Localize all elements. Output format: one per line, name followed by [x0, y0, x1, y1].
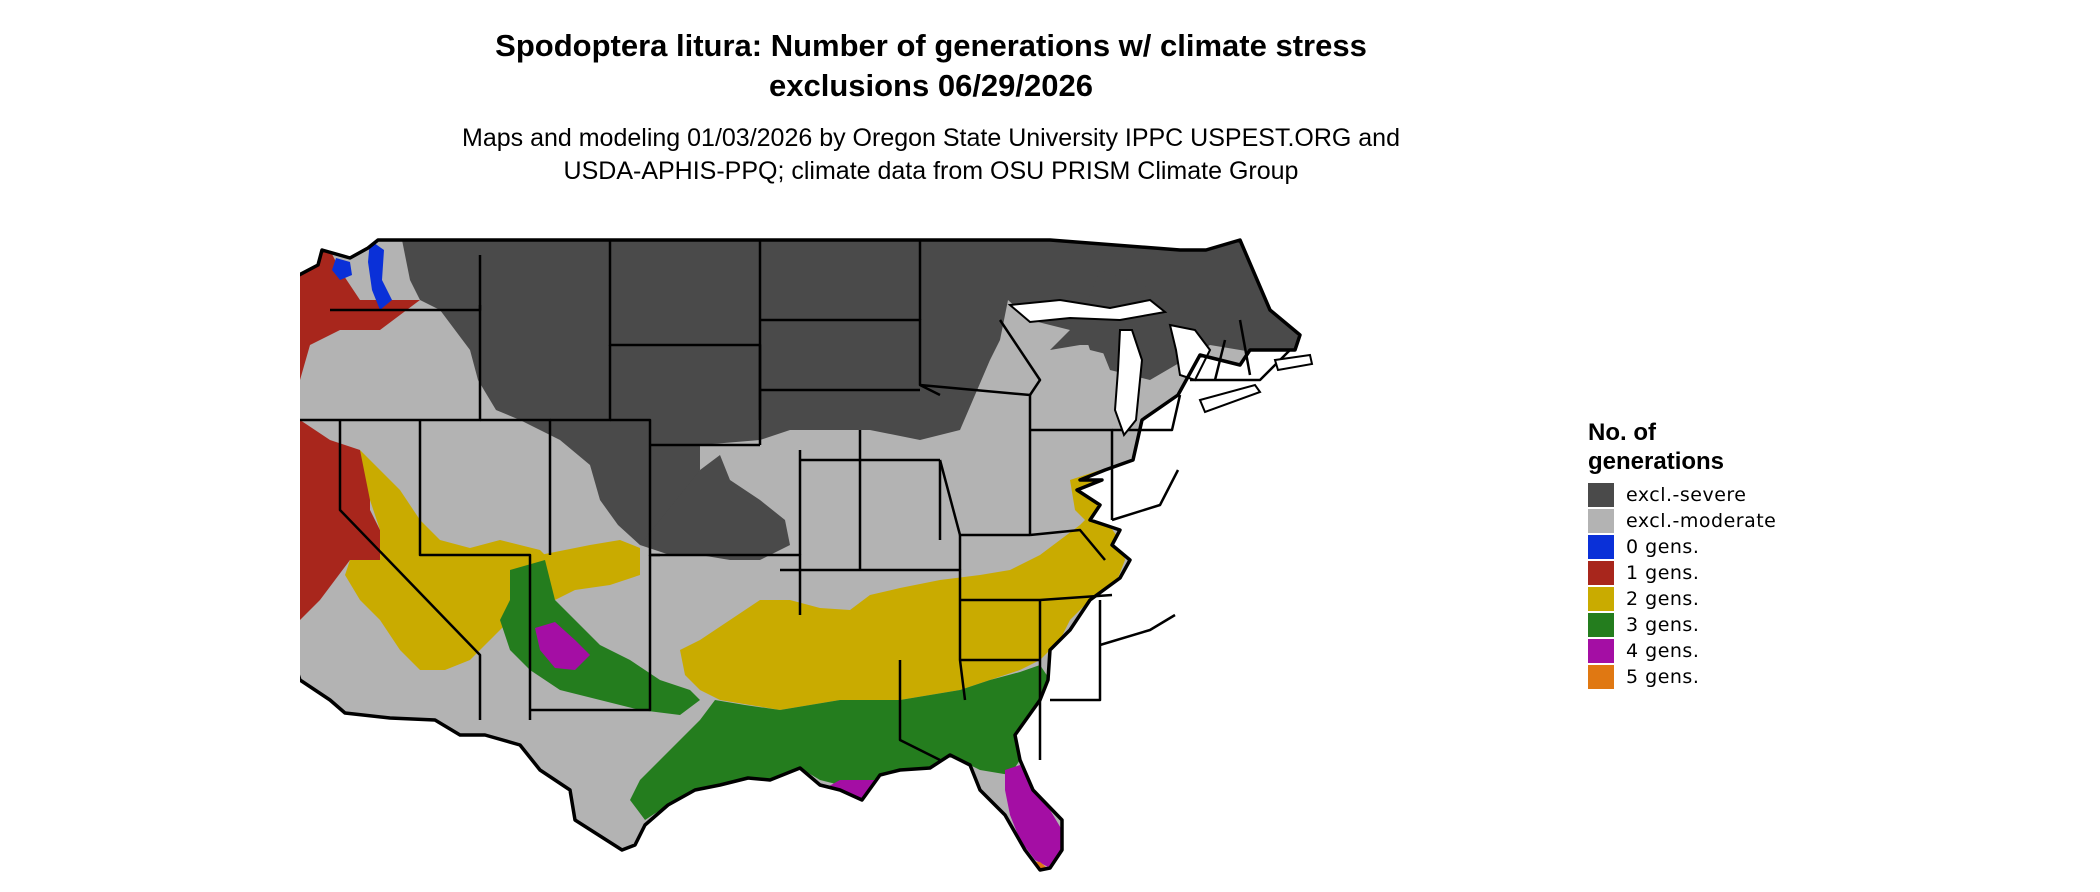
lake-huron: [1168, 323, 1212, 382]
legend-label: 4 gens.: [1626, 640, 1700, 662]
legend-label: 1 gens.: [1626, 562, 1700, 584]
title-line-2: exclusions 06/29/2026: [768, 68, 1093, 103]
lake-ontario: [1273, 353, 1314, 372]
zone-2-gens-california: [345, 450, 550, 670]
legend-item-4-gens: 4 gens.: [1588, 638, 1868, 664]
legend-swatch: [1588, 509, 1614, 533]
zone-4-gens-arizona: [535, 622, 590, 670]
legend-title-line-1: No. of: [1588, 419, 1656, 446]
zone-1-gens-pacific: [300, 250, 420, 630]
zone-0-gens-olympics: [332, 258, 352, 280]
legend-swatch: [1588, 587, 1614, 611]
lake-superior: [1007, 298, 1168, 324]
map-svg: [300, 238, 1314, 872]
map-subtitle: Maps and modeling 01/03/2026 by Oregon S…: [0, 122, 1862, 188]
title-line-1: Spodoptera litura: Number of generations…: [495, 28, 1367, 63]
legend-item-1-gens: 1 gens.: [1588, 560, 1868, 586]
great-lakes: [1007, 298, 1314, 438]
subtitle-line-2: USDA-APHIS-PPQ; climate data from OSU PR…: [563, 157, 1299, 185]
legend-label: excl.-severe: [1626, 484, 1747, 506]
legend-item-5-gens: 5 gens.: [1588, 664, 1868, 690]
legend-item-0-gens: 0 gens.: [1588, 534, 1868, 560]
zone-2-gens-arizona: [540, 540, 640, 600]
legend-item-excl-moderate: excl.-moderate: [1588, 508, 1868, 534]
zone-4-gens-florida: [1005, 765, 1062, 868]
legend-label: 5 gens.: [1626, 666, 1700, 688]
lake-michigan: [1113, 329, 1144, 438]
subtitle-line-1: Maps and modeling 01/03/2026 by Oregon S…: [462, 124, 1400, 152]
legend-swatch: [1588, 561, 1614, 585]
zone-excl-severe-rockies: [640, 455, 790, 560]
legend-swatch: [1588, 665, 1614, 689]
zone-0-gens-cascades: [368, 240, 392, 310]
legend-item-excl-severe: excl.-severe: [1588, 482, 1868, 508]
legend-item-2-gens: 2 gens.: [1588, 586, 1868, 612]
state-boundaries: [300, 240, 1291, 762]
lake-erie: [1198, 383, 1262, 414]
legend-label: excl.-moderate: [1626, 510, 1777, 532]
us-generations-map: [300, 220, 1570, 890]
legend-swatch: [1588, 535, 1614, 559]
legend-label: 0 gens.: [1626, 536, 1700, 558]
legend-swatch: [1588, 639, 1614, 663]
legend-label: 2 gens.: [1626, 588, 1700, 610]
map-title: Spodoptera litura: Number of generations…: [0, 26, 1862, 106]
legend-swatch: [1588, 483, 1614, 507]
legend-title-line-2: generations: [1588, 448, 1725, 475]
legend-swatch: [1588, 613, 1614, 637]
legend-title: No. of generations: [1588, 418, 1868, 476]
legend-item-3-gens: 3 gens.: [1588, 612, 1868, 638]
generations-legend: No. of generations excl.-severe excl.-mo…: [1588, 418, 1868, 690]
legend-label: 3 gens.: [1626, 614, 1700, 636]
